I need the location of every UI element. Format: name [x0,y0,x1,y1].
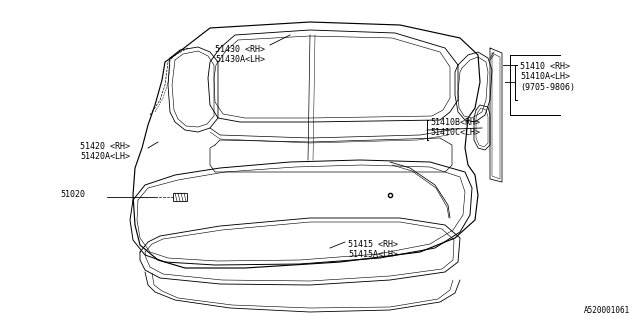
Text: 51415 <RH>
51415A<LH>: 51415 <RH> 51415A<LH> [348,240,398,260]
Text: A520001061: A520001061 [584,306,630,315]
Text: 51430 <RH>
51430A<LH>: 51430 <RH> 51430A<LH> [215,45,265,64]
Bar [173,193,187,201]
Text: 51420 <RH>
51420A<LH>: 51420 <RH> 51420A<LH> [80,142,130,161]
Text: 51410 <RH>
51410A<LH>
(9705-9806): 51410 <RH> 51410A<LH> (9705-9806) [520,62,575,92]
Text: 51410B<RH>
51410C<LH>: 51410B<RH> 51410C<LH> [430,118,480,137]
Text: 51020: 51020 [60,190,85,199]
